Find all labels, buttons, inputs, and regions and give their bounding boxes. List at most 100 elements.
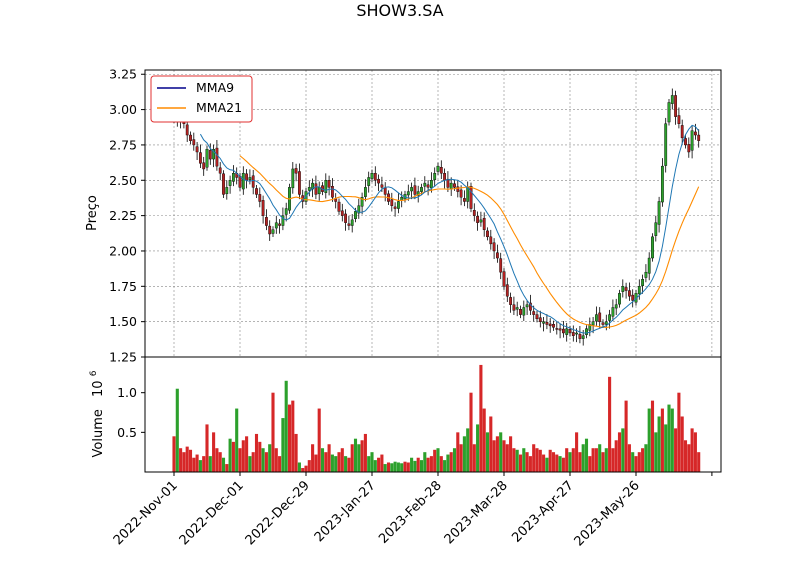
volume-bar xyxy=(185,446,189,472)
volume-bar xyxy=(551,452,556,472)
candle-body xyxy=(393,206,397,209)
x-tick-label: 2023-Apr-27 xyxy=(509,478,576,545)
volume-bar xyxy=(578,452,582,472)
candle-body xyxy=(314,183,318,195)
volume-bar xyxy=(307,460,311,472)
volume-bar xyxy=(677,392,681,472)
candle-body xyxy=(472,210,476,216)
volume-bar xyxy=(235,408,239,472)
volume-bar xyxy=(390,463,394,472)
volume-bar xyxy=(525,452,529,472)
volume-bar xyxy=(485,432,490,472)
candle-body xyxy=(591,321,595,326)
candle-body xyxy=(581,335,585,339)
price-panel: 1.25 1.50 1.75 2.00 2.25 2.50 2.75 3.00 3.25 Pre… xyxy=(85,67,722,365)
volume-bar xyxy=(225,464,229,472)
volume-bar xyxy=(532,444,536,472)
candle-body xyxy=(205,148,209,168)
volume-bar xyxy=(598,444,602,472)
volume-bar xyxy=(617,432,622,472)
volume-bar xyxy=(304,465,308,472)
candle-body xyxy=(195,146,199,153)
volume-bar xyxy=(568,452,572,472)
candle-body xyxy=(535,314,539,320)
volume-bar xyxy=(202,456,206,472)
volume-bar xyxy=(433,449,437,472)
volume-bar xyxy=(462,436,466,472)
legend-mma9-label: MMA9 xyxy=(196,80,234,95)
volume-bar xyxy=(373,460,377,472)
candle-body xyxy=(294,168,298,174)
candle-body xyxy=(664,123,668,166)
candle-body xyxy=(654,222,658,236)
volume-bar xyxy=(284,380,288,472)
volume-bar xyxy=(419,460,424,472)
volume-bar xyxy=(542,454,546,472)
price-y-ticks: 1.25 1.50 1.75 2.00 2.25 2.50 2.75 3.00 3.25 xyxy=(109,67,145,365)
volume-bar xyxy=(436,448,440,472)
volume-bar xyxy=(416,457,420,472)
candle-body xyxy=(202,162,206,170)
volume-bar xyxy=(650,400,655,472)
candle-body xyxy=(552,324,555,328)
volume-bar xyxy=(218,452,222,472)
volume-bar xyxy=(683,440,688,472)
candle-body xyxy=(307,187,311,191)
volume-bar xyxy=(608,376,612,472)
volume-bar xyxy=(594,448,598,472)
volume-bar xyxy=(604,448,608,472)
candle-body xyxy=(265,217,268,226)
volume-bar xyxy=(472,444,476,472)
candle-body xyxy=(601,322,605,325)
volume-bar xyxy=(254,433,259,472)
candle-body xyxy=(291,168,295,189)
volume-bar xyxy=(423,452,427,472)
x-tick-label: 2022-Nov-01 xyxy=(111,478,181,548)
candle-body xyxy=(532,311,536,315)
candle-body xyxy=(255,188,258,195)
volume-bar xyxy=(340,448,344,472)
candle-body xyxy=(245,173,248,181)
candle-body xyxy=(406,191,410,196)
candle-body xyxy=(449,182,453,190)
candle-body xyxy=(390,199,394,206)
candle-body xyxy=(463,198,466,202)
candle-body xyxy=(410,187,413,192)
volume-bar xyxy=(350,444,354,472)
candle-body xyxy=(344,213,347,223)
price-y-tick-label: 1.50 xyxy=(109,314,137,329)
volume-bar xyxy=(311,444,315,472)
volume-bar xyxy=(301,468,305,472)
volume-bar xyxy=(584,438,589,472)
candle-body xyxy=(192,139,196,146)
candle-body xyxy=(657,201,661,225)
candle-body xyxy=(189,134,192,141)
volume-bars xyxy=(172,364,701,472)
volume-bar xyxy=(446,454,450,472)
price-y-tick-label: 1.75 xyxy=(109,279,137,294)
candle-body xyxy=(476,215,479,223)
x-axis: 2022-Nov-012022-Dec-012022-Dec-292023-Ja… xyxy=(111,472,713,549)
volume-bar xyxy=(641,448,645,472)
candle-body xyxy=(674,95,678,117)
volume-bar xyxy=(238,448,242,472)
candle-body xyxy=(505,284,509,297)
volume-bar xyxy=(697,452,701,472)
candle-body xyxy=(618,293,621,305)
candle-body xyxy=(690,130,694,151)
candle-body xyxy=(608,314,612,321)
candle-body xyxy=(334,198,338,202)
svg-text:Volume 10 6: Volume 10 6 xyxy=(89,370,106,457)
volume-bar xyxy=(228,438,232,472)
volume-bar xyxy=(400,463,404,472)
candle-body xyxy=(274,222,278,229)
volume-plot-border xyxy=(144,356,722,473)
volume-bar xyxy=(476,424,480,472)
candle-body xyxy=(367,177,371,186)
volume-multiplier-exponent: 6 xyxy=(89,370,99,376)
volume-bar xyxy=(680,416,684,472)
volume-bar xyxy=(413,460,417,472)
candle-body xyxy=(687,144,691,153)
volume-bar xyxy=(624,400,628,472)
volume-bar xyxy=(367,456,371,472)
